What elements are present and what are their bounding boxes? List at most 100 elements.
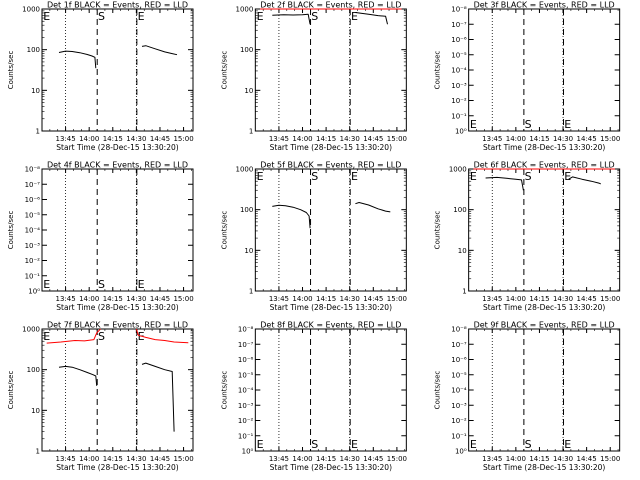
x-axis-label: Start Time (28-Dec-15 13:30:20) [483, 143, 605, 152]
x-tick-label: 14:30 [553, 455, 573, 463]
y-tick-label: 10⁻¹ [451, 112, 467, 120]
y-tick-label: 10⁻⁴ [451, 387, 467, 395]
x-tick-label: 14:45 [363, 135, 383, 143]
y-axis-label: Counts/sec [434, 371, 442, 410]
events-series-line [58, 365, 98, 386]
y-tick-label: 10⁻¹ [238, 432, 254, 440]
y-tick-label: 10⁻⁷ [451, 341, 467, 349]
x-tick-label: 13:45 [482, 135, 502, 143]
panel-title: Det 1f BLACK = Events, RED = LLD [47, 1, 188, 10]
x-tick-label: 13:45 [269, 455, 289, 463]
x-tick-label: 14:00 [292, 455, 312, 463]
x-tick-label: 15:00 [600, 135, 620, 143]
interval-marker: E [257, 438, 264, 451]
x-tick-label: 15:00 [173, 455, 193, 463]
y-tick-label: 10⁻⁸ [451, 6, 467, 14]
y-tick-label: 10⁰ [455, 128, 467, 136]
plot-frame [254, 8, 407, 132]
events-series-line [272, 13, 311, 25]
events-series-line [272, 204, 311, 229]
detector-panel-3: Det 3f BLACK = Events, RED = LLD 10⁰ 10⁻¹ 1… [434, 1, 621, 153]
detector-panel-8: Det 8f BLACK = Events, RED = LLD 10⁰ 10⁻¹ 1… [220, 321, 407, 473]
y-tick-label: 100 [27, 366, 40, 374]
x-tick-label: 13:45 [482, 295, 502, 303]
x-tick-label: 15:00 [173, 135, 193, 143]
x-tick-label: 14:30 [126, 295, 146, 303]
detector-panel-4: Det 4f BLACK = Events, RED = LLD 10⁰ 10⁻¹ 1… [7, 161, 194, 313]
detector-panel-6: Det 6f BLACK = Events, RED = LLD 1 10 100 10… [434, 161, 621, 313]
x-tick-label: 14:45 [150, 455, 170, 463]
lld-series-line [135, 328, 189, 344]
detector-panel-9: Det 9f BLACK = Events, RED = LLD 10⁰ 10⁻¹ 1… [434, 321, 621, 473]
interval-marker: E [470, 118, 477, 131]
plot-frame [41, 168, 194, 292]
panel-title: Det 4f BLACK = Events, RED = LLD [47, 161, 188, 170]
x-tick-label: 14:30 [340, 455, 360, 463]
y-tick-label: 100 [240, 46, 253, 54]
x-tick-label: 14:00 [79, 295, 99, 303]
x-tick-label: 14:00 [506, 135, 526, 143]
x-tick-label: 15:00 [387, 295, 407, 303]
interval-marker: E [351, 10, 358, 23]
y-tick-label: 10⁻⁶ [451, 36, 467, 44]
y-tick-label: 10⁰ [455, 448, 467, 456]
y-tick-label: 10⁻³ [451, 402, 467, 410]
y-tick-label: 10 [244, 247, 253, 255]
y-tick-label: 10⁻² [451, 97, 467, 105]
x-tick-label: 14:00 [292, 295, 312, 303]
y-axis-label: Counts/sec [434, 211, 442, 250]
interval-marker: E [564, 170, 571, 183]
x-tick-label: 14:15 [529, 135, 549, 143]
x-tick-label: 14:30 [340, 135, 360, 143]
x-tick-label: 14:15 [529, 455, 549, 463]
y-tick-label: 10⁻² [25, 257, 41, 265]
detector-panel-7: Det 7f BLACK = Events, RED = LLD 1 10 100 10… [7, 321, 194, 473]
x-tick-label: 14:45 [150, 135, 170, 143]
y-tick-label: 10⁰ [28, 288, 40, 296]
lld-series-line [46, 328, 101, 344]
y-tick-label: 10⁻² [238, 417, 254, 425]
x-tick-label: 13:45 [56, 295, 76, 303]
x-tick-label: 15:00 [600, 455, 620, 463]
interval-marker: E [138, 278, 145, 291]
detector-panel-1: Det 1f BLACK = Events, RED = LLD 1 10 100 10… [7, 1, 194, 153]
x-tick-label: 15:00 [173, 295, 193, 303]
y-tick-label: 1000 [22, 6, 40, 14]
events-series-line [58, 50, 97, 69]
x-axis-label: Start Time (28-Dec-15 13:30:20) [56, 143, 178, 152]
x-tick-label: 14:45 [577, 135, 597, 143]
y-tick-label: 1 [249, 288, 253, 296]
y-tick-label: 10⁻⁶ [238, 356, 254, 364]
events-series-line [568, 176, 601, 185]
x-tick-label: 14:00 [79, 455, 99, 463]
x-tick-label: 14:30 [126, 455, 146, 463]
x-tick-label: 13:45 [269, 135, 289, 143]
interval-marker: S [311, 438, 318, 451]
events-series-line [355, 202, 391, 213]
y-tick-label: 10⁻⁵ [238, 371, 254, 379]
x-axis-label: Start Time (28-Dec-15 13:30:20) [270, 303, 392, 312]
interval-marker: S [525, 170, 532, 183]
x-tick-label: 13:45 [482, 455, 502, 463]
y-axis-label: Counts/sec [7, 371, 15, 410]
plot-frame [468, 8, 621, 132]
x-tick-label: 13:45 [56, 455, 76, 463]
x-tick-label: 14:30 [553, 135, 573, 143]
y-tick-label: 10⁻⁵ [25, 211, 41, 219]
y-axis-label: Counts/sec [434, 51, 442, 90]
y-tick-label: 10⁻⁸ [451, 326, 467, 334]
y-tick-label: 10⁻⁶ [25, 196, 41, 204]
y-tick-label: 10⁻⁵ [451, 371, 467, 379]
y-tick-label: 100 [27, 46, 40, 54]
detector-panel-2: Det 2f BLACK = Events, RED = LLD 1 10 100 10… [220, 1, 407, 153]
x-tick-label: 14:00 [506, 455, 526, 463]
x-tick-label: 14:45 [577, 455, 597, 463]
y-tick-label: 100 [240, 206, 253, 214]
plot-frame [254, 168, 407, 292]
events-series-line [355, 12, 388, 25]
y-tick-label: 10 [244, 87, 253, 95]
y-tick-label: 1 [36, 448, 40, 456]
plot-frame [468, 168, 621, 292]
interval-marker: S [98, 278, 105, 291]
interval-marker: S [311, 170, 318, 183]
